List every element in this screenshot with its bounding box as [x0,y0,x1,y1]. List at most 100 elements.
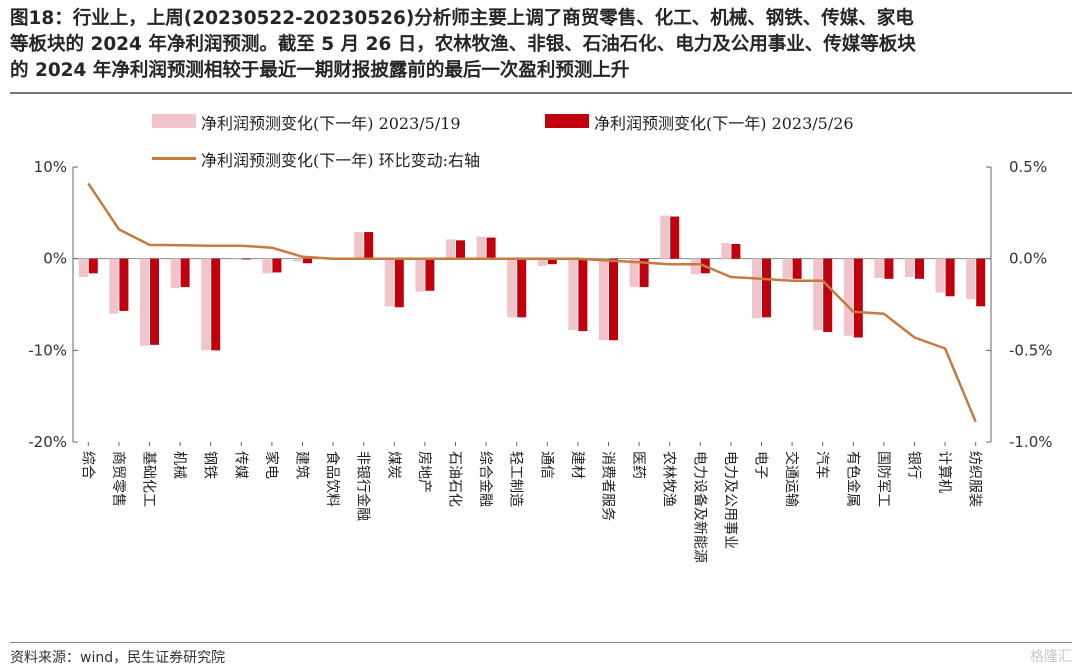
x-category-label: 建筑 [294,451,310,479]
x-category-label: 煤炭 [385,451,401,479]
bar-series-1 [507,258,517,318]
footer-divider [10,642,1072,643]
bar-series-2 [394,258,404,308]
x-category-label: 计算机 [936,451,952,493]
bar-series-2 [792,258,802,279]
x-category-label: 钢铁 [202,451,218,479]
x-category-label: 电力设备及新能源 [691,451,708,563]
x-category-label: 建材 [569,451,585,479]
legend-label-series-2: 净利润预测变化(下一年) 2023/5/26 [594,114,854,133]
bar-series-2 [547,258,557,265]
bar-series-2 [425,258,435,291]
bar-series-1 [415,258,425,292]
title-line-3: 的 2024 年净利润预测相较于最近一期财报披露前的最后一次盈利预测上升 [10,60,630,81]
x-category-label: 房地产 [416,451,432,493]
bar-series-1 [568,258,578,331]
bar-series-2 [150,258,159,345]
bar-series-1 [537,258,547,266]
y-right-tick-label: 0.0% [1009,250,1047,268]
bar-series-1 [599,258,608,341]
bar-series-1 [905,258,914,277]
bar-series-1 [384,258,394,307]
x-category-label: 通信 [538,451,554,479]
legend-label-series-1: 净利润预测变化(下一年) 2023/5/19 [201,114,461,133]
bar-series-1 [140,258,149,346]
x-category-label: 农林牧渔 [661,451,677,507]
x-category-label: 纺织服装 [967,451,983,507]
bar-series-2 [609,258,618,341]
chart-axes [72,167,992,442]
x-category-label: 银行 [906,451,922,479]
x-category-label: 传媒 [232,451,248,479]
x-category-label: 机械 [171,451,187,479]
bar-series-1 [231,258,241,260]
bar-series-1 [629,258,639,288]
bar-series-1 [293,258,302,262]
bar-series-1 [78,258,88,277]
bar-series-2 [639,258,649,288]
bar-series-2 [211,258,221,351]
y-left-tick-label: 0% [43,250,67,268]
chart-bars [78,215,986,351]
bar-series-2 [884,258,894,279]
title-line-1: 图18：行业上，上周(20230522-20230526)分析师主要上调了商贸零… [10,8,914,29]
x-category-label: 基础化工 [141,451,158,507]
bar-series-2 [119,258,129,311]
bar-series-1 [813,258,823,331]
bar-series-2 [762,258,771,318]
bar-series-2 [180,258,190,288]
bar-series-2 [241,258,251,260]
x-category-label: 医药 [630,451,646,479]
bar-series-2 [364,232,374,259]
bar-series-1 [660,215,670,259]
x-category-label: 综合 [79,451,95,479]
y-left-tick-label: -20% [28,433,67,451]
bar-series-2 [823,258,833,332]
legend-swatch-series-1 [152,114,196,128]
chart-ticks: 10% 0% -10% -20% 0.5% 0.0% -0.5% -1.0% [28,158,1052,451]
bar-series-1 [752,258,761,319]
x-category-label: 石油石化 [447,451,463,507]
bar-series-2 [88,258,98,274]
bar-series-1 [170,258,180,288]
x-category-label: 消费者服务 [600,451,616,521]
legend-label-series-3: 净利润预测变化(下一年) 环比变动:右轴 [201,151,480,170]
bar-series-2 [303,258,312,264]
line-series-3 [87,182,977,423]
bar-series-1 [690,258,700,275]
bar-series-2 [670,216,680,259]
bar-series-1 [721,243,731,259]
bar-series-2 [853,258,863,338]
chart-title: 图18：行业上，上周(20230522-20230526)分析师主要上调了商贸零… [10,6,1072,84]
chart-line [87,182,977,423]
source-note: 资料来源：wind，民生证券研究院 [10,650,226,666]
bar-series-2 [456,240,465,259]
bar-series-1 [262,258,272,274]
chart-categories: 综合 商贸零售 基础化工 机械 钢铁 传媒 家电 建筑 食品饮料 非银行金融 煤炭 房地产 石油石化 综合… [79,451,982,563]
bar-series-1 [782,258,792,279]
bar-series-2 [915,258,924,279]
bar-series-2 [945,258,955,297]
y-right-tick-label: -1.0% [1009,433,1053,451]
bar-series-1 [476,236,486,259]
x-category-label: 食品饮料 [324,451,341,507]
watermark-logo: 格隆汇 [1030,649,1072,665]
x-category-label: 轻工制造 [508,451,524,507]
x-category-label: 家电 [263,451,280,479]
x-category-label: 国防军工 [875,451,891,507]
bar-series-2 [578,258,588,332]
bar-series-2 [517,258,527,318]
bar-series-2 [976,258,986,307]
title-divider [10,92,1072,94]
y-right-tick-label: 0.5% [1009,158,1047,176]
x-category-label: 商贸零售 [110,451,126,507]
bar-series-1 [966,258,976,299]
y-right-tick-label: -0.5% [1009,341,1053,359]
bar-series-1 [935,258,945,293]
x-category-label: 交通运输 [783,451,800,507]
legend-swatch-series-3 [152,157,196,160]
title-line-2: 等板块的 2024 年净利润预测。截至 5 月 26 日，农林牧渔、非银、石油石… [10,34,916,55]
x-category-label: 电子 [753,451,769,479]
bar-series-1 [843,258,853,336]
y-left-tick-label: -10% [28,341,67,359]
